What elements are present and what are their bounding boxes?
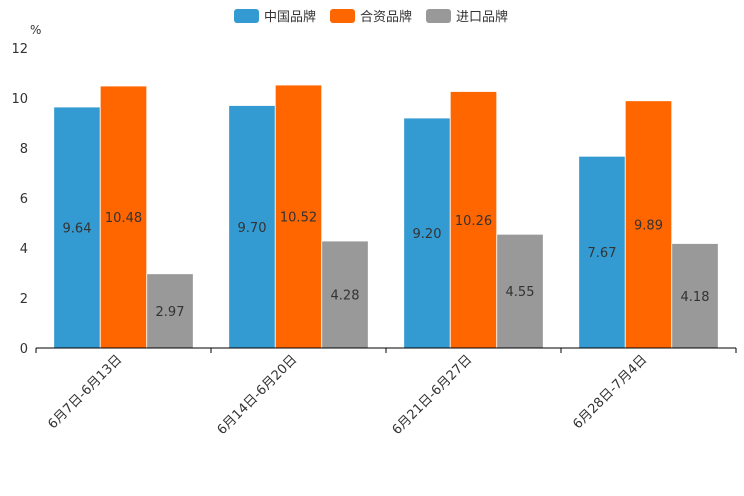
- legend-label-2: 合资品牌: [360, 9, 412, 25]
- data-labels: 9.64 10.48 2.97 9.70 10.52 4.28 9.20 10.26 4.55 7…: [63, 211, 710, 320]
- x-tick-label: 6月21日-6月27日: [390, 352, 476, 438]
- y-axis-ticks: 0 2 4 6 8 10 12: [11, 42, 28, 357]
- bar-1-2: [228, 105, 276, 349]
- data-label: 10.48: [105, 211, 142, 226]
- data-label: 4.28: [331, 289, 360, 304]
- y-tick-label: 2: [20, 292, 28, 307]
- data-label: 9.70: [238, 221, 267, 236]
- data-label: 4.55: [506, 285, 535, 300]
- y-tick-label: 8: [20, 142, 28, 157]
- legend-label-1: 中国品牌: [264, 9, 316, 25]
- y-tick-label: 6: [20, 192, 28, 207]
- bar-3-1: [146, 273, 194, 349]
- y-tick-label: 12: [11, 42, 28, 57]
- bar-2-1: [99, 85, 148, 349]
- y-tick-label: 10: [11, 92, 28, 107]
- y-axis-unit: %: [30, 23, 41, 37]
- bar-1-4: [578, 155, 626, 349]
- bar-2-3: [449, 91, 498, 349]
- y-tick-label: 4: [20, 242, 28, 257]
- legend-label-3: 进口品牌: [456, 9, 508, 25]
- data-label: 7.67: [588, 246, 617, 261]
- data-label: 10.52: [280, 211, 317, 226]
- x-axis: 6月7日-6月13日 6月14日-6月20日 6月21日-6月27日 6月28日-7月…: [35, 347, 737, 438]
- x-tick-label: 6月14日-6月20日: [215, 352, 301, 438]
- x-tick-label: 6月28日-7月4日: [570, 352, 650, 432]
- x-tick-label: 6月7日-6月13日: [45, 352, 125, 432]
- bar-1-1: [53, 106, 101, 349]
- y-tick-label: 0: [20, 342, 28, 357]
- bars: [53, 84, 719, 349]
- data-label: 9.20: [413, 227, 442, 242]
- data-label: 9.89: [634, 218, 663, 233]
- legend-swatch-1: [234, 9, 259, 23]
- data-label: 2.97: [156, 305, 185, 320]
- data-label: 4.18: [681, 290, 710, 305]
- bar-3-4: [671, 243, 719, 349]
- bar-2-4: [624, 100, 673, 349]
- data-label: 10.26: [455, 214, 492, 229]
- legend-swatch-3: [426, 9, 451, 23]
- legend: 中国品牌 合资品牌 进口品牌: [234, 9, 508, 25]
- data-label: 9.64: [63, 222, 92, 237]
- bar-2-2: [274, 84, 323, 349]
- bar-3-2: [321, 240, 369, 349]
- legend-swatch-2: [330, 9, 355, 23]
